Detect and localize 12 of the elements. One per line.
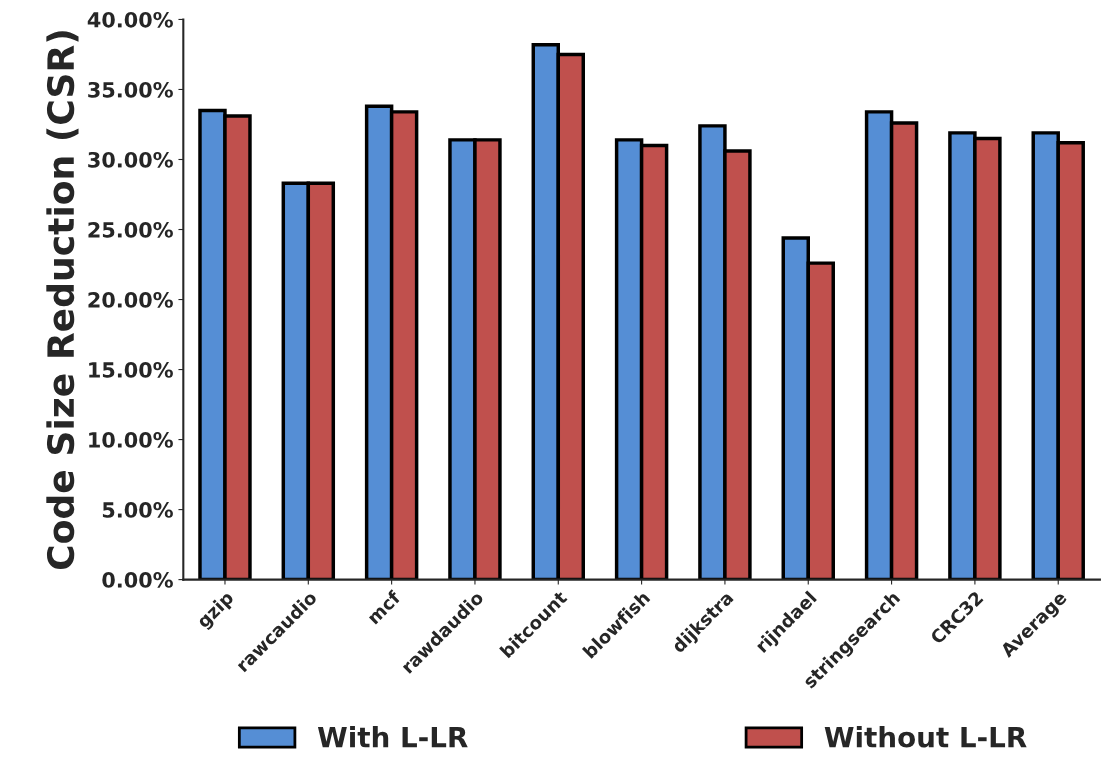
y-tick-label: 35.00%: [88, 81, 173, 98]
y-tick-label: 0.00%: [102, 572, 173, 588]
y-tick-label: 5.00%: [102, 502, 173, 518]
y-tick-label: 30.00%: [88, 151, 173, 168]
y-tick-label: 25.00%: [88, 221, 173, 238]
y-tick-label: 15.00%: [89, 362, 173, 378]
y-tick-label: 40.00%: [87, 11, 173, 28]
y-tick-label: 10.00%: [89, 432, 173, 448]
y-axis-title: Code Size Reduction (CSR): [46, 31, 79, 570]
legend-label: Without L-LR: [824, 726, 1027, 748]
y-tick-label: 20.00%: [88, 291, 173, 308]
legend-label: With L-LR: [317, 726, 468, 748]
